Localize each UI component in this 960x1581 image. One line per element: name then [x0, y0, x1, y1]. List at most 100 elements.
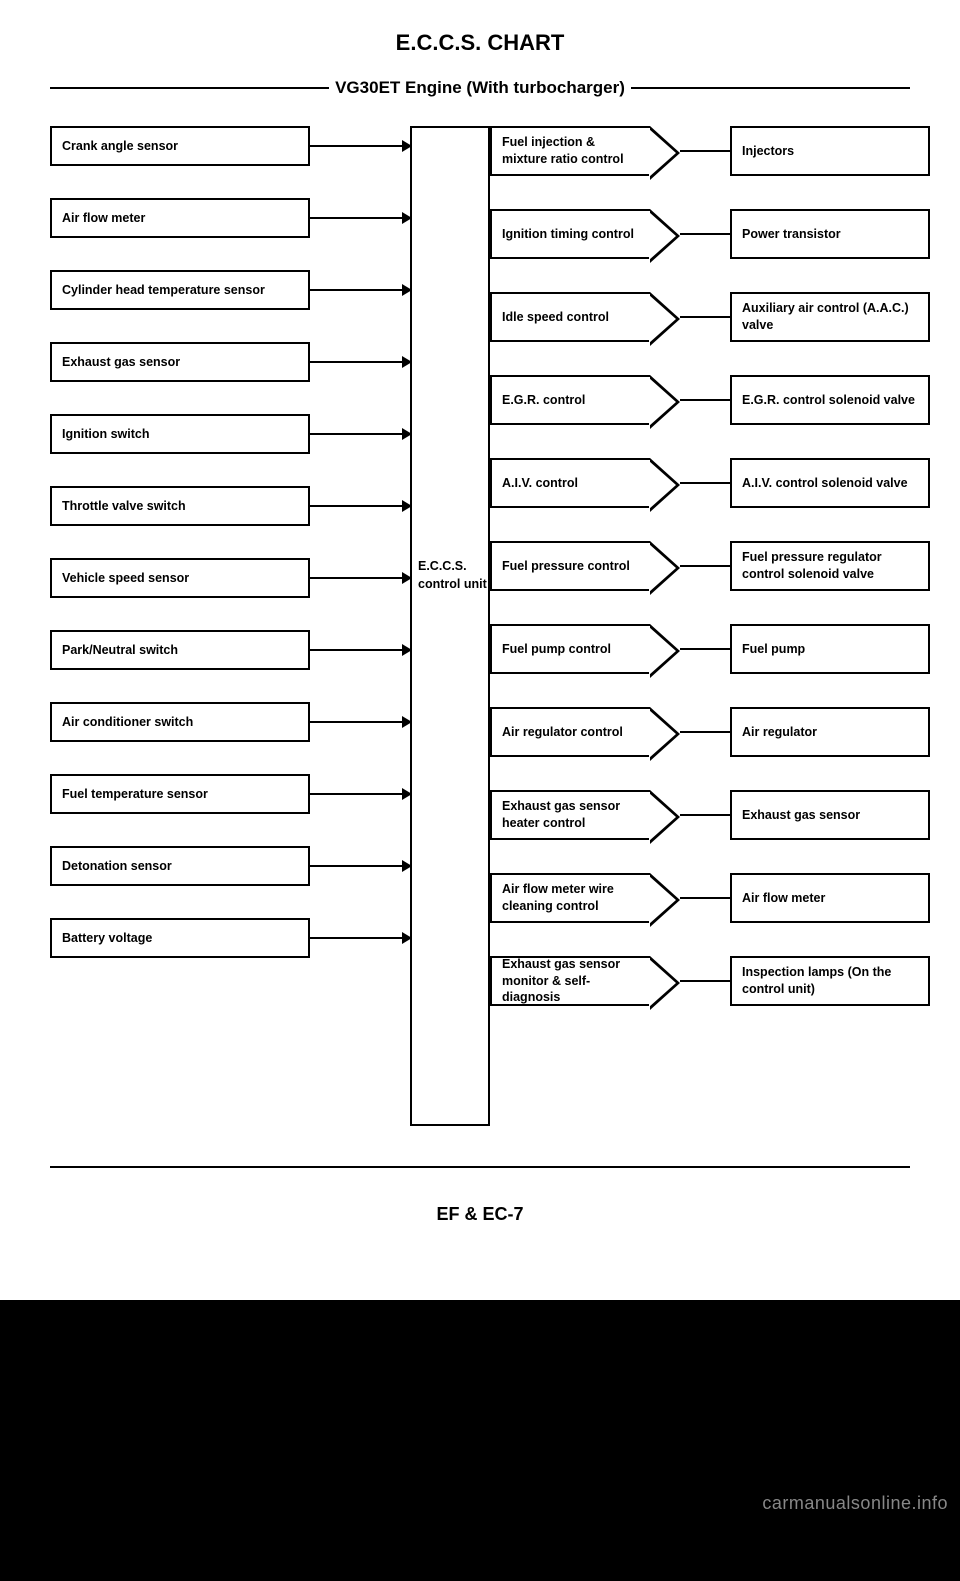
output-label: Auxiliary air control (A.A.C.) valve — [742, 300, 918, 334]
connector — [680, 233, 730, 235]
output-label: Fuel pressure regulator control solenoid… — [742, 549, 918, 583]
input-box: Cylinder head temperature sensor — [50, 270, 310, 310]
input-label: Detonation sensor — [62, 858, 172, 875]
input-box: Crank angle sensor — [50, 126, 310, 166]
input-box: Battery voltage — [50, 918, 310, 958]
control-label: Fuel pressure control — [502, 558, 630, 575]
page: E.C.C.S. CHART VG30ET Engine (With turbo… — [0, 0, 960, 1300]
output-label: Injectors — [742, 143, 794, 160]
control-label: Ignition timing control — [502, 226, 634, 243]
connector — [310, 217, 410, 219]
connector — [680, 897, 730, 899]
control-label: Fuel injection & mixture ratio control — [502, 134, 640, 168]
control-label: Air regulator control — [502, 724, 623, 741]
control-box: Fuel pressure control — [490, 541, 650, 591]
output-box: Exhaust gas sensor — [730, 790, 930, 840]
input-box: Throttle valve switch — [50, 486, 310, 526]
watermark: carmanualsonline.info — [762, 1493, 948, 1514]
control-box: Fuel pump control — [490, 624, 650, 674]
connector — [310, 865, 410, 867]
control-box: Air regulator control — [490, 707, 650, 757]
page-footer: EF & EC-7 — [50, 1204, 910, 1225]
page-title: E.C.C.S. CHART — [50, 30, 910, 56]
output-label: Exhaust gas sensor — [742, 807, 860, 824]
input-label: Cylinder head temperature sensor — [62, 282, 265, 299]
control-label: Exhaust gas sensor heater control — [502, 798, 640, 832]
input-label: Crank angle sensor — [62, 138, 178, 155]
output-box: Injectors — [730, 126, 930, 176]
connector — [680, 482, 730, 484]
output-box: A.I.V. control solenoid valve — [730, 458, 930, 508]
rule-left — [50, 87, 329, 89]
output-box: E.G.R. control solenoid valve — [730, 375, 930, 425]
control-label: E.G.R. control — [502, 392, 585, 409]
output-box: Inspection lamps (On the control unit) — [730, 956, 930, 1006]
input-label: Park/Neutral switch — [62, 642, 178, 659]
eccs-control-unit-label: E.C.C.S. control unit — [418, 558, 488, 593]
output-label: Air flow meter — [742, 890, 825, 907]
output-box: Fuel pump — [730, 624, 930, 674]
connector — [310, 361, 410, 363]
connector — [680, 731, 730, 733]
input-label: Exhaust gas sensor — [62, 354, 180, 371]
control-label: A.I.V. control — [502, 475, 578, 492]
output-box: Power transistor — [730, 209, 930, 259]
output-box: Air flow meter — [730, 873, 930, 923]
connector — [680, 648, 730, 650]
input-label: Throttle valve switch — [62, 498, 186, 515]
input-box: Fuel temperature sensor — [50, 774, 310, 814]
connector — [310, 577, 410, 579]
connector — [680, 980, 730, 982]
control-box: Air flow meter wire cleaning control — [490, 873, 650, 923]
eccs-control-unit-box: E.C.C.S. control unit — [410, 126, 490, 1126]
connector — [310, 649, 410, 651]
control-label: Idle speed control — [502, 309, 609, 326]
output-label: Fuel pump — [742, 641, 805, 658]
connector — [310, 505, 410, 507]
connector — [310, 145, 410, 147]
eccs-diagram: Crank angle sensor Air flow meter Cylind… — [50, 126, 910, 1146]
subtitle: VG30ET Engine (With turbocharger) — [329, 78, 631, 98]
control-box: Exhaust gas sensor heater control — [490, 790, 650, 840]
connector — [680, 316, 730, 318]
input-box: Ignition switch — [50, 414, 310, 454]
control-box: Fuel injection & mixture ratio control — [490, 126, 650, 176]
input-label: Vehicle speed sensor — [62, 570, 189, 587]
output-label: Inspection lamps (On the control unit) — [742, 964, 918, 998]
output-label: E.G.R. control solenoid valve — [742, 392, 915, 409]
input-box: Park/Neutral switch — [50, 630, 310, 670]
connector — [310, 433, 410, 435]
control-label: Exhaust gas sensor monitor & self-diagno… — [502, 956, 640, 1007]
input-box: Detonation sensor — [50, 846, 310, 886]
output-box: Air regulator — [730, 707, 930, 757]
output-label: Power transistor — [742, 226, 841, 243]
bottom-black-region: carmanualsonline.info — [0, 1300, 960, 1520]
control-label: Fuel pump control — [502, 641, 611, 658]
inputs-column: Crank angle sensor Air flow meter Cylind… — [50, 126, 310, 990]
connector — [310, 289, 410, 291]
control-box: A.I.V. control — [490, 458, 650, 508]
input-label: Battery voltage — [62, 930, 152, 947]
control-box: Exhaust gas sensor monitor & self-diagno… — [490, 956, 650, 1006]
connector — [310, 721, 410, 723]
subtitle-row: VG30ET Engine (With turbocharger) — [50, 78, 910, 98]
input-box: Vehicle speed sensor — [50, 558, 310, 598]
input-label: Air flow meter — [62, 210, 145, 227]
input-label: Air conditioner switch — [62, 714, 193, 731]
output-box: Auxiliary air control (A.A.C.) valve — [730, 292, 930, 342]
controls-column: Fuel injection & mixture ratio control I… — [490, 126, 690, 1039]
connector — [680, 565, 730, 567]
connector — [680, 399, 730, 401]
control-box: Ignition timing control — [490, 209, 650, 259]
output-label: A.I.V. control solenoid valve — [742, 475, 908, 492]
control-box: Idle speed control — [490, 292, 650, 342]
connector — [310, 793, 410, 795]
center-column: E.C.C.S. control unit — [410, 126, 490, 1126]
input-label: Fuel temperature sensor — [62, 786, 208, 803]
input-box: Air conditioner switch — [50, 702, 310, 742]
connector — [680, 814, 730, 816]
control-label: Air flow meter wire cleaning control — [502, 881, 640, 915]
input-box: Exhaust gas sensor — [50, 342, 310, 382]
input-box: Air flow meter — [50, 198, 310, 238]
output-label: Air regulator — [742, 724, 817, 741]
